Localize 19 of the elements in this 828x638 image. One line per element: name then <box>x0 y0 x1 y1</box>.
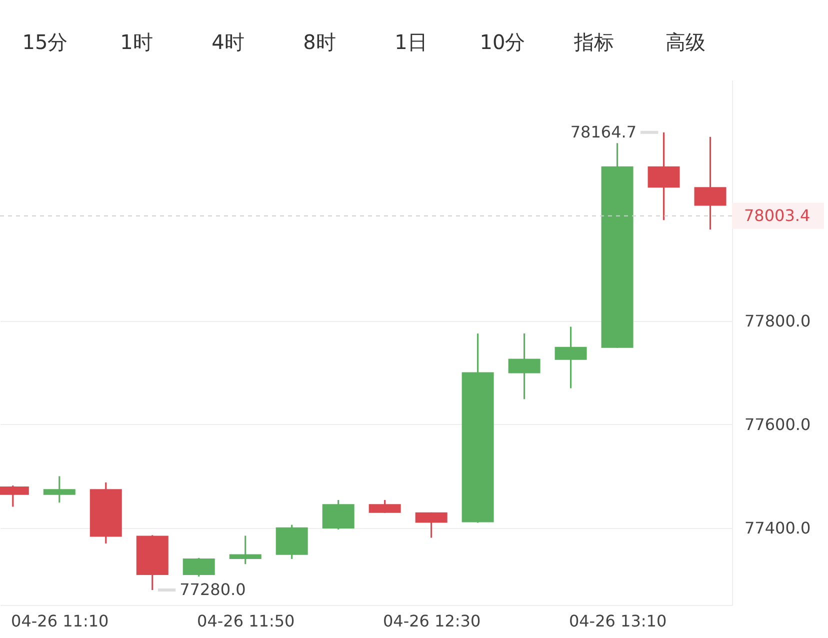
text: 高级 <box>666 30 706 54</box>
text: 1日 <box>394 30 428 54</box>
x-tick-label: 04-26 12:30 <box>382 612 481 630</box>
text: 15分 <box>22 30 68 54</box>
text: 指标 <box>573 30 614 54</box>
x-tick-label: 04-26 11:10 <box>11 612 109 630</box>
ref-line-label: 78003.4 <box>744 206 810 225</box>
annotation: 78164.7 <box>570 122 637 142</box>
x-tick-label: 04-26 13:10 <box>568 612 667 630</box>
y-tick-label: 77600.0 <box>744 414 811 434</box>
text: 10分 <box>480 30 526 54</box>
text: 4时 <box>212 30 244 54</box>
y-tick-label: 77800.0 <box>744 312 811 331</box>
candlestick <box>229 534 262 565</box>
text: 8时 <box>303 30 336 54</box>
text: 1时 <box>120 30 153 54</box>
x-tick-label: 04-26 11:50 <box>197 612 295 630</box>
annotation: 77280.0 <box>180 580 246 599</box>
y-tick-label: 77400.0 <box>744 518 811 538</box>
